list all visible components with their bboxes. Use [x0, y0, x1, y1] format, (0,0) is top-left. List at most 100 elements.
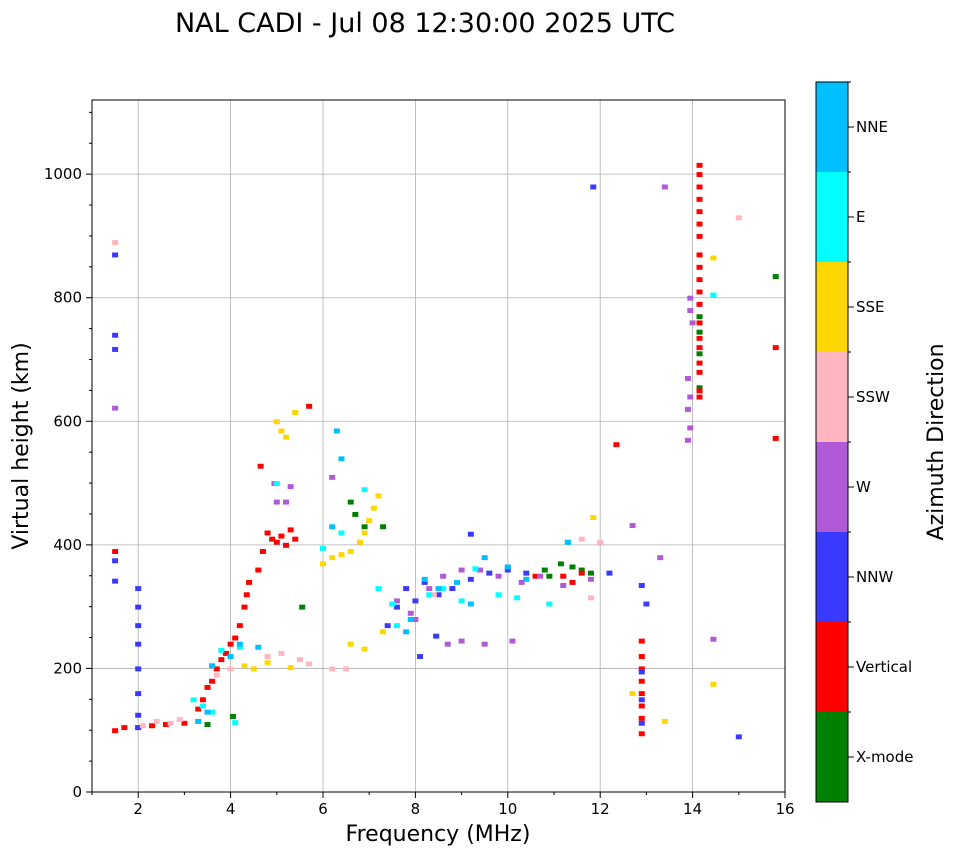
colorbar-tick-label: Vertical — [856, 658, 912, 676]
echo-mark-vertical — [213, 666, 220, 672]
echo-mark-nne — [407, 617, 414, 622]
echo-mark-nne — [195, 718, 202, 724]
echo-mark-w — [537, 573, 544, 579]
echo-mark-vertical — [257, 463, 264, 469]
echo-mark-vertical — [269, 536, 276, 542]
echo-mark-e — [236, 644, 243, 650]
echo-mark-w — [509, 638, 516, 644]
echo-mark-x-mode — [204, 722, 211, 727]
echo-mark-e — [546, 601, 553, 607]
echo-mark-nnw — [449, 586, 456, 592]
echo-mark-vertical — [218, 657, 225, 663]
y-tick-label: 200 — [53, 659, 82, 677]
echo-mark-w — [458, 567, 465, 573]
echo-mark-x-mode — [696, 314, 703, 320]
echo-mark-nnw — [135, 691, 142, 697]
echo-mark-nnw — [606, 570, 613, 576]
echo-mark-x-mode — [299, 604, 306, 610]
y-tick-label: 400 — [53, 536, 82, 554]
echo-mark-vertical — [696, 369, 703, 375]
colorbar-segment — [816, 442, 848, 532]
echo-mark-nnw — [135, 623, 142, 629]
colorbar-tick-label: SSE — [856, 298, 885, 316]
echo-mark-x-mode — [352, 511, 359, 517]
y-tick-label: 800 — [53, 289, 82, 307]
echo-mark-vertical — [259, 549, 266, 554]
echo-mark-nne — [403, 629, 410, 635]
echo-mark-nnw — [135, 641, 142, 647]
echo-mark-sse — [361, 646, 368, 652]
echo-mark-sse — [366, 518, 373, 524]
echo-mark-vertical — [273, 539, 280, 545]
x-tick-label: 14 — [683, 800, 702, 818]
echo-mark-vertical — [696, 264, 703, 270]
echo-mark-w — [587, 576, 594, 582]
colorbar-tick-label: X-mode — [856, 748, 913, 766]
echo-mark-ssw — [306, 661, 313, 667]
echo-mark-x-mode — [361, 524, 368, 530]
echo-mark-ssw — [167, 720, 174, 726]
colorbar-tick-label: E — [856, 208, 865, 226]
echo-mark-ssw — [329, 666, 336, 672]
y-tick-label: 600 — [53, 412, 82, 430]
echo-mark-nnw — [590, 184, 597, 190]
echo-mark-ssw — [153, 718, 160, 724]
echo-mark-vertical — [278, 533, 285, 539]
echo-mark-sse — [380, 629, 387, 635]
echo-mark-vertical — [181, 720, 188, 726]
colorbar-segment — [816, 532, 848, 622]
echo-mark-e — [190, 697, 197, 703]
colorbar: X-mode Vertical NNW W SSW SSE E NNE — [815, 81, 913, 803]
echo-mark-x-mode — [229, 714, 236, 719]
echo-mark-w — [412, 617, 419, 622]
echo-mark-vertical — [283, 542, 290, 548]
echo-mark-vertical — [243, 592, 250, 598]
echo-mark-w — [687, 394, 694, 400]
echo-mark-vertical — [696, 209, 703, 215]
echo-mark-e — [320, 545, 326, 551]
echo-mark-w — [684, 437, 691, 443]
echo-mark-nnw — [112, 252, 119, 258]
echo-mark-ssw — [213, 672, 220, 678]
echo-mark-x-mode — [347, 499, 354, 505]
echo-mark-sse — [375, 493, 382, 499]
colorbar-segment — [816, 352, 848, 442]
colorbar-tick-label: NNW — [856, 568, 893, 586]
x-tick-label: 6 — [318, 800, 328, 818]
echo-mark-nnw — [735, 734, 742, 740]
echo-mark-e — [495, 592, 502, 598]
echo-mark-sse — [661, 718, 668, 724]
y-tick-label: 0 — [72, 783, 82, 801]
echo-mark-vertical — [638, 678, 645, 684]
echo-mark-x-mode — [578, 567, 585, 573]
echo-mark-ssw — [578, 536, 585, 542]
echo-mark-sse — [347, 549, 354, 554]
echo-mark-ssw — [139, 723, 146, 729]
echo-mark-vertical — [696, 277, 703, 283]
echo-mark-e — [472, 566, 479, 572]
echo-mark-x-mode — [557, 561, 564, 567]
x-axis-label: Frequency (MHz) — [346, 822, 531, 847]
echo-mark-e — [209, 709, 216, 715]
echo-mark-nnw — [486, 570, 493, 576]
echo-mark-nnw — [467, 576, 474, 582]
echo-mark-vertical — [696, 301, 703, 307]
data-marks — [112, 162, 779, 740]
echo-mark-vertical — [112, 728, 119, 734]
echo-mark-sse — [241, 663, 248, 669]
echo-mark-vertical — [696, 196, 703, 202]
echo-mark-x-mode — [546, 573, 553, 579]
echo-mark-vertical — [569, 579, 576, 585]
echo-mark-vertical — [696, 360, 703, 366]
echo-mark-w — [273, 499, 280, 505]
plot-frame — [91, 99, 786, 793]
echo-mark-vertical — [772, 345, 779, 351]
echo-mark-sse — [329, 555, 336, 561]
echo-mark-nnw — [421, 579, 428, 585]
echo-mark-sse — [356, 539, 363, 545]
y-axis-label: Virtual height (km) — [9, 342, 34, 549]
echo-mark-ssw — [296, 657, 303, 663]
echo-mark-vertical — [638, 666, 645, 672]
echo-mark-x-mode — [541, 567, 548, 573]
echo-mark-w — [407, 610, 414, 616]
